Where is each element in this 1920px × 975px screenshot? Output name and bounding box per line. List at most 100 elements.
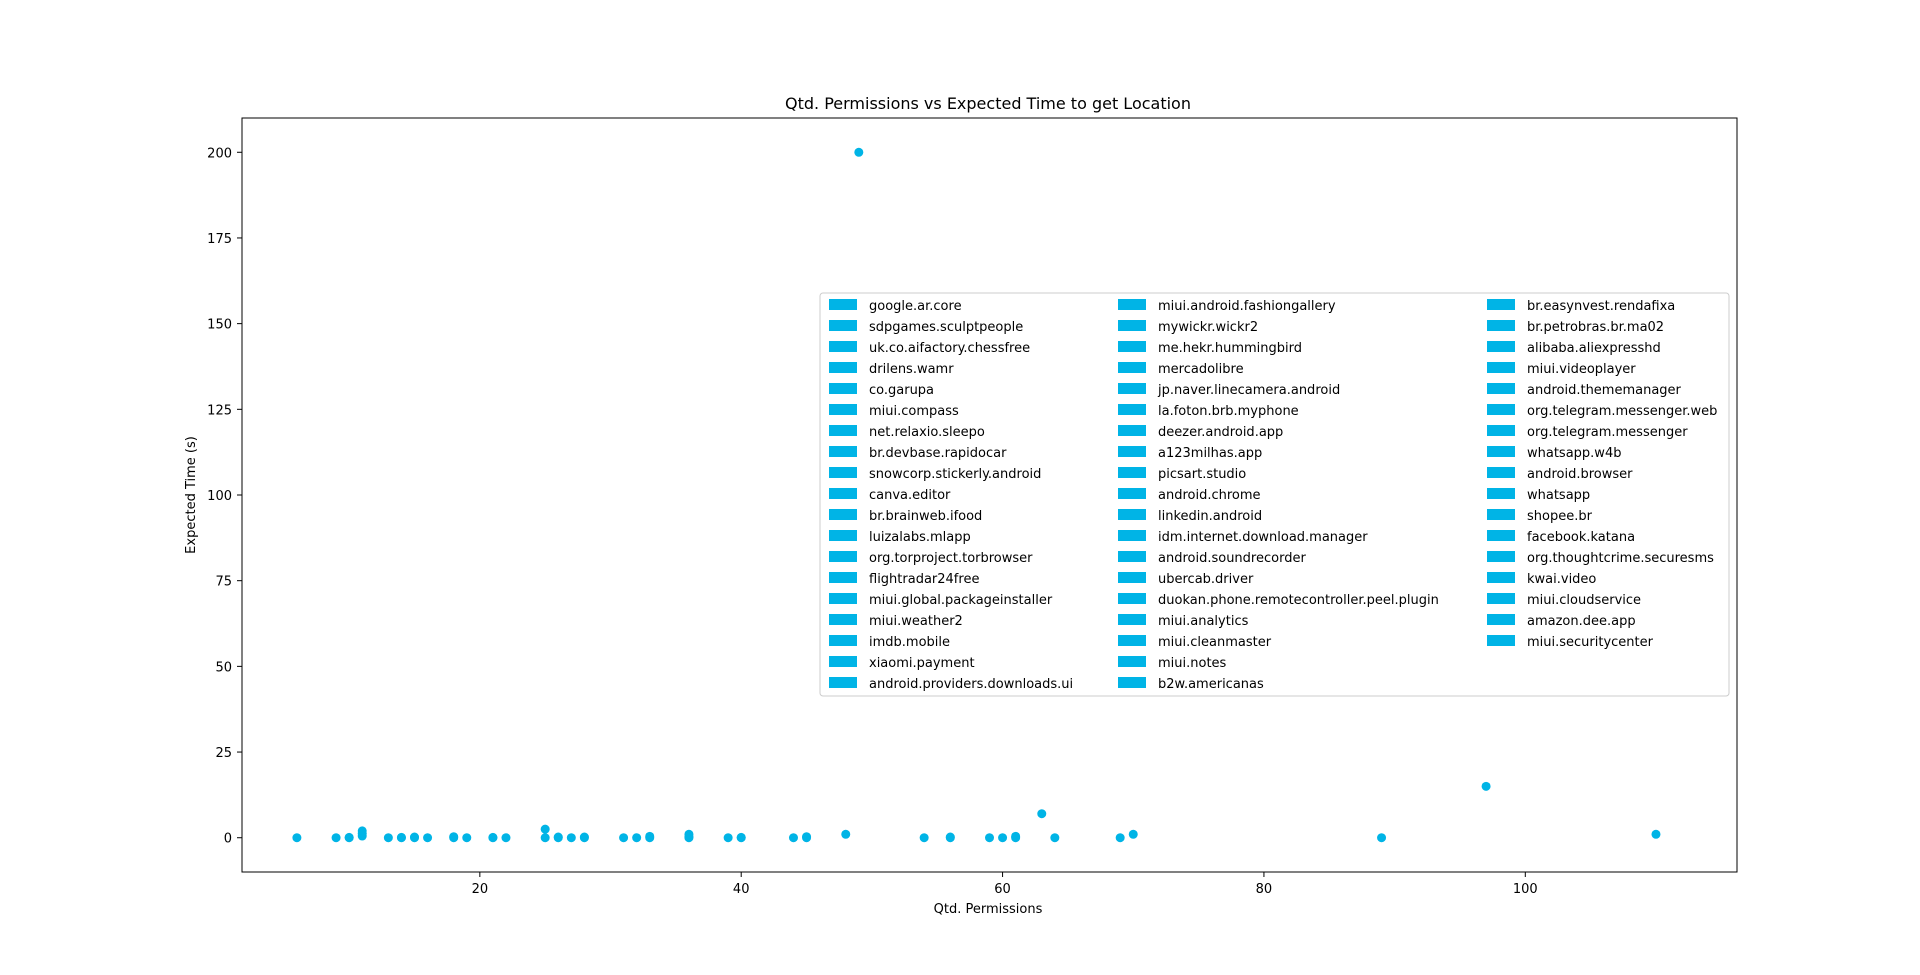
y-axis-label: Expected Time (s) [184, 436, 199, 554]
legend-swatch [1487, 467, 1515, 478]
legend-label: amazon.dee.app [1527, 614, 1636, 629]
legend-label: me.hekr.hummingbird [1158, 341, 1302, 356]
y-tick-label: 175 [207, 232, 232, 247]
data-point [1115, 833, 1125, 843]
legend-label: duokan.phone.remotecontroller.peel.plugi… [1158, 593, 1439, 608]
legend-swatch [1118, 299, 1146, 310]
legend-swatch [829, 572, 857, 583]
legend-swatch [1487, 572, 1515, 583]
data-point [854, 147, 864, 157]
data-point [1037, 809, 1047, 819]
plot-area: 20 40 60 80 100 0 25 50 75 100 125 150 175 200 [207, 117, 1738, 897]
data-point [423, 833, 433, 843]
legend-swatch [1487, 509, 1515, 520]
legend-swatch [1118, 404, 1146, 415]
x-axis: 20 40 60 80 100 [472, 872, 1538, 897]
data-point [1050, 833, 1060, 843]
data-point [945, 832, 955, 842]
data-point [1651, 829, 1661, 839]
legend-swatch [829, 320, 857, 331]
legend-label: br.brainweb.ifood [869, 509, 982, 524]
legend-swatch [1118, 362, 1146, 373]
data-point [540, 833, 550, 843]
legend-label: la.foton.brb.myphone [1158, 404, 1299, 419]
y-tick-label: 200 [207, 146, 232, 161]
y-tick-label: 0 [224, 832, 232, 847]
legend-swatch [1487, 530, 1515, 541]
legend-label: miui.securitycenter [1527, 635, 1654, 650]
legend-swatch [1118, 656, 1146, 667]
legend-label: picsart.studio [1158, 467, 1246, 482]
data-point [410, 832, 419, 842]
legend-swatch [1118, 383, 1146, 394]
legend-swatch [829, 614, 857, 625]
legend-swatch [1487, 425, 1515, 436]
legend-swatch [1118, 509, 1146, 520]
legend-label: luizalabs.mlapp [869, 530, 971, 545]
legend-swatch [829, 530, 857, 541]
legend-label: co.garupa [869, 383, 934, 398]
legend-swatch [1118, 446, 1146, 457]
data-point [449, 833, 459, 843]
legend-label: kwai.video [1527, 572, 1596, 587]
data-point [501, 833, 511, 843]
legend-swatch [829, 383, 857, 394]
legend-label: android.chrome [1158, 488, 1261, 503]
legend-swatch [1487, 383, 1515, 394]
legend-label: linkedin.android [1158, 509, 1262, 524]
legend-label: net.relaxio.sleepo [869, 425, 985, 440]
data-point [566, 833, 576, 843]
x-axis-label: Qtd. Permissions [934, 902, 1043, 917]
data-point [383, 833, 393, 843]
legend-label: mywickr.wickr2 [1158, 320, 1258, 335]
legend-label: canva.editor [869, 488, 951, 503]
legend-label: br.easynvest.rendafixa [1527, 299, 1675, 314]
data-point [919, 833, 929, 843]
legend-swatch [1118, 572, 1146, 583]
legend-label: android.browser [1527, 467, 1633, 482]
legend-label: deezer.android.app [1158, 425, 1283, 440]
legend-label: miui.analytics [1158, 614, 1249, 629]
legend-swatch [1487, 446, 1515, 457]
legend-label: org.telegram.messenger.web [1527, 404, 1717, 419]
legend-swatch [1118, 320, 1146, 331]
legend-swatch [1487, 362, 1515, 373]
x-tick-label: 40 [733, 882, 750, 897]
data-point [723, 833, 733, 843]
legend-swatch [829, 467, 857, 478]
legend-label: drilens.wamr [869, 362, 954, 377]
legend-label: whatsapp [1527, 488, 1590, 503]
legend-label: uk.co.aifactory.chessfree [869, 341, 1030, 356]
legend-swatch [829, 362, 857, 373]
data-point [736, 832, 746, 842]
data-point [396, 832, 406, 842]
legend-swatch [829, 488, 857, 499]
data-point [1377, 833, 1387, 843]
legend-swatch [1487, 488, 1515, 499]
y-tick-label: 50 [215, 660, 232, 675]
data-point [684, 832, 694, 842]
legend-label: mercadolibre [1158, 362, 1244, 377]
legend-swatch [1487, 341, 1515, 352]
legend-label: google.ar.core [869, 299, 962, 314]
legend-swatch [1118, 593, 1146, 604]
legend-label: miui.weather2 [869, 614, 963, 629]
legend-swatch [1118, 425, 1146, 436]
data-point [488, 832, 498, 842]
legend-swatch [829, 551, 857, 562]
legend-label: miui.videoplayer [1527, 362, 1636, 377]
legend-label: miui.notes [1158, 656, 1227, 671]
legend-swatch [829, 425, 857, 436]
legend-label: snowcorp.stickerly.android [869, 467, 1041, 482]
legend-swatch [1118, 488, 1146, 499]
legend-swatch [829, 593, 857, 604]
plot-frame [241, 117, 1738, 873]
legend-swatch [1487, 551, 1515, 562]
data-point [619, 833, 629, 843]
data-point [1481, 781, 1491, 791]
chart-title: Qtd. Permissions vs Expected Time to get… [785, 94, 1191, 113]
legend-swatch [1487, 635, 1515, 646]
legend-label: shopee.br [1527, 509, 1593, 524]
x-tick-label: 60 [994, 882, 1011, 897]
